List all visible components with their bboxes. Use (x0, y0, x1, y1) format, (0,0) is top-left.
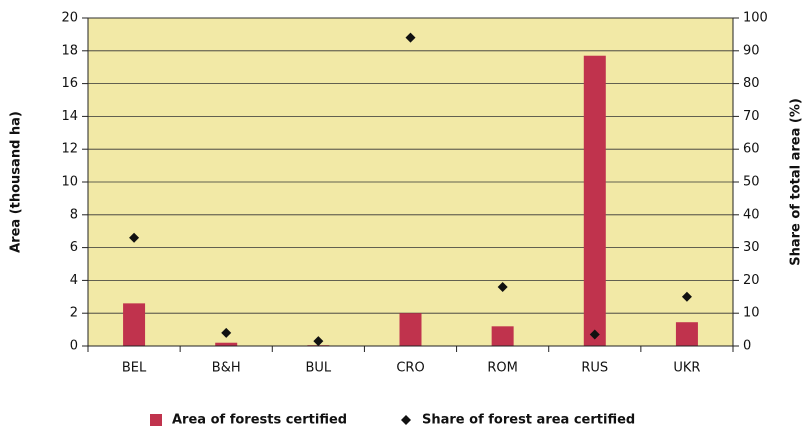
y-tick-label: 8 (70, 207, 78, 222)
bar (675, 322, 698, 346)
x-tick-label: BUL (306, 361, 332, 376)
legend-label: Share of forest area certified (422, 413, 635, 428)
y2-tick-label: 10 (743, 306, 760, 321)
x-tick-label: UKR (673, 361, 700, 376)
y-axis-label: Area (thousand ha) (9, 111, 24, 253)
x-tick-label: B&H (212, 361, 241, 376)
y2-axis-label: Share of total area (%) (789, 98, 804, 266)
x-tick-label: RUS (581, 361, 608, 376)
y-tick-label: 6 (70, 240, 78, 255)
y2-tick-label: 100 (743, 11, 768, 26)
y-tick-label: 4 (70, 273, 78, 288)
y-tick-label: 0 (70, 339, 78, 354)
marker (405, 32, 416, 43)
y2-tick-label: 40 (743, 207, 760, 222)
marker (129, 232, 140, 243)
marker (681, 291, 692, 302)
y2-tick-label: 90 (743, 43, 760, 58)
x-tick-label: BEL (122, 361, 147, 376)
y2-tick-label: 80 (743, 76, 760, 91)
y-tick-label: 2 (70, 306, 78, 321)
bar (399, 313, 422, 346)
y-tick-label: 10 (61, 175, 78, 190)
bar (583, 55, 606, 346)
y-tick-label: 16 (61, 76, 78, 91)
bar (215, 342, 238, 346)
marker (313, 336, 324, 347)
legend-swatch (150, 414, 162, 426)
y2-tick-label: 60 (743, 142, 760, 157)
legend-label: Area of forests certified (172, 413, 347, 428)
marker (221, 327, 232, 338)
y-tick-label: 18 (61, 43, 78, 58)
marker (497, 281, 508, 292)
marker (589, 329, 600, 340)
y-tick-label: 12 (61, 142, 78, 157)
legend-swatch (401, 415, 411, 425)
y2-tick-label: 30 (743, 240, 760, 255)
x-tick-label: CRO (396, 361, 424, 376)
y2-tick-label: 70 (743, 109, 760, 124)
y-tick-label: 20 (61, 11, 78, 26)
y2-tick-label: 0 (743, 339, 751, 354)
bar (123, 303, 146, 346)
x-tick-label: ROM (487, 361, 517, 376)
y2-tick-label: 50 (743, 175, 760, 190)
bar (491, 326, 514, 346)
y2-tick-label: 20 (743, 273, 760, 288)
y-tick-label: 14 (61, 109, 78, 124)
